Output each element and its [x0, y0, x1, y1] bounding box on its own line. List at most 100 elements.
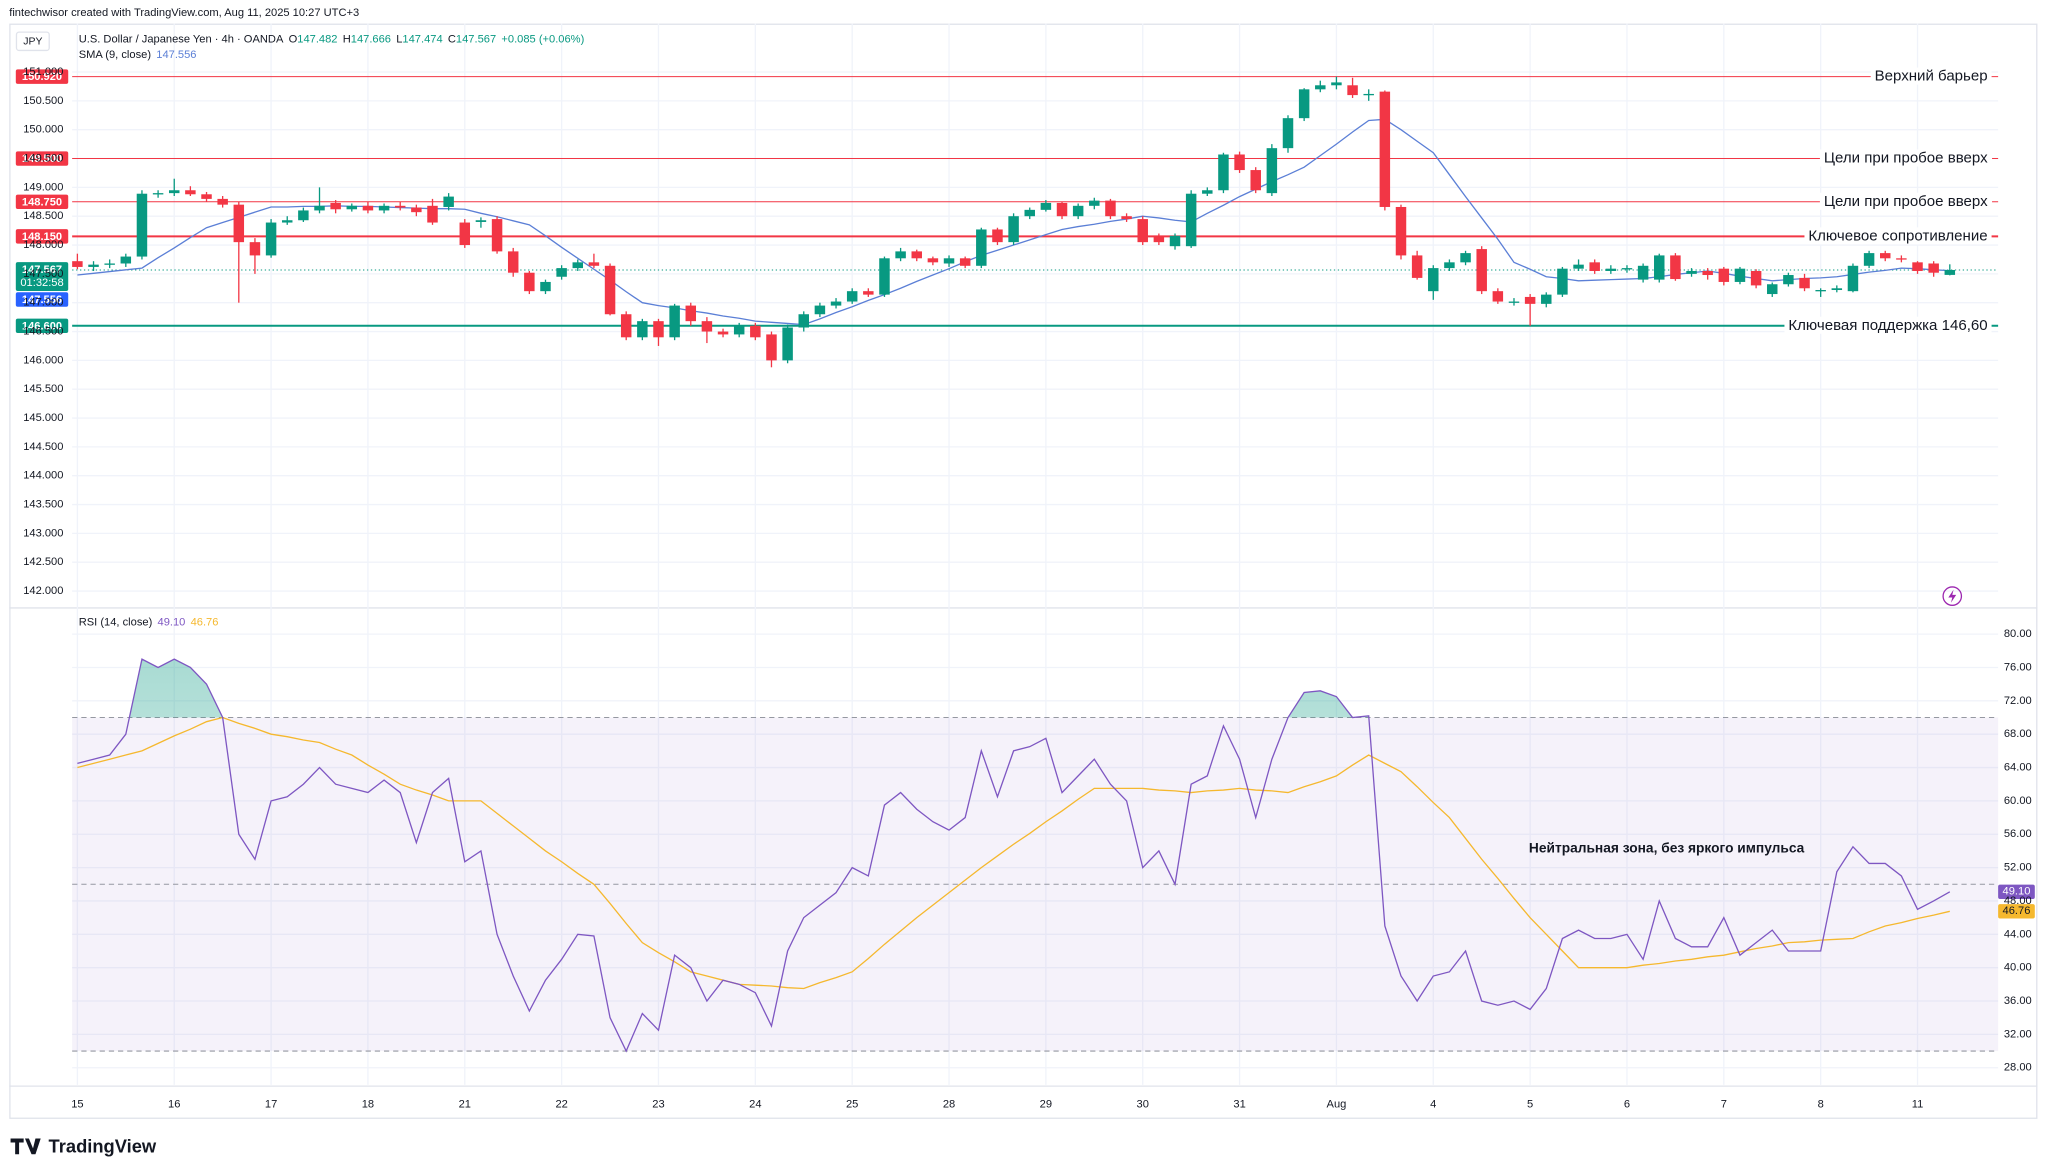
candle-body	[733, 325, 745, 335]
rsi-ma-badge-label: 46.76	[2003, 905, 2031, 917]
x-tick-label: 24	[749, 1098, 761, 1110]
candle-body	[233, 204, 245, 243]
candle-body	[104, 263, 115, 265]
candle-body	[943, 258, 955, 264]
x-tick-label: 31	[1233, 1098, 1245, 1110]
x-tick-label: 5	[1527, 1098, 1533, 1110]
candle-body	[588, 262, 600, 266]
candle-body	[1024, 209, 1035, 217]
y-tick-label: 150.000	[23, 124, 63, 136]
candle-body	[976, 229, 987, 266]
level-label: Ключевая поддержка 146,60	[1788, 317, 1987, 334]
ohlc-label: C	[448, 33, 456, 45]
y-tick-label: 148.500	[23, 210, 63, 222]
alert-icon-bolt[interactable]	[1948, 589, 1957, 603]
level-badge	[15, 194, 69, 209]
candle-body	[1008, 216, 1019, 243]
y-tick-label: 144.000	[23, 470, 63, 482]
candle-body	[1589, 262, 1600, 271]
candle-body	[1734, 268, 1746, 282]
candle-body	[717, 331, 729, 335]
change: +0.085 (+0.06%)	[501, 33, 584, 45]
level-badge-label: 146.600	[22, 320, 62, 332]
candle-body	[750, 325, 761, 338]
overlays: Верхний барьер 150.920 Цели при пробое вве…	[15, 67, 2035, 919]
candle-body	[72, 261, 83, 267]
series	[72, 76, 1999, 1053]
countdown: 01:32:58	[20, 277, 63, 289]
sma-value: 147.556	[156, 49, 196, 61]
y-tick-label: 145.000	[23, 412, 63, 424]
y-tick-label: 149.000	[23, 181, 63, 193]
candle-body	[846, 291, 858, 302]
ohlc-value: 147.482	[297, 33, 337, 45]
level-badge-label: 148.750	[22, 196, 62, 208]
candle-body	[1218, 154, 1229, 191]
candle-body	[1315, 85, 1326, 90]
y-tick-label: 148.000	[23, 239, 63, 251]
candle-body	[1928, 263, 1939, 273]
ohlc-label: O	[289, 33, 298, 45]
x-tick-label: 30	[1137, 1098, 1149, 1110]
level-label: Цели при пробое вверх	[1824, 193, 1988, 210]
level-label-bg	[1784, 316, 1992, 334]
symbol-box[interactable]	[15, 31, 50, 52]
rsi-tick-label: 32.00	[2004, 1028, 2032, 1040]
level-badge-label: 149.500	[22, 153, 62, 165]
candle-body	[766, 334, 777, 361]
y-tick-label: 149.500	[23, 152, 63, 164]
candle-body	[1395, 206, 1407, 256]
candle-body	[1137, 219, 1148, 243]
level-label-bg	[1819, 149, 1993, 167]
candle-body	[1121, 216, 1132, 220]
candle-body	[604, 265, 616, 315]
candle-body	[556, 268, 567, 277]
candle-body	[1282, 118, 1294, 149]
candle-body	[1476, 249, 1487, 292]
rsi-name: RSI (14, close)	[79, 616, 153, 628]
candle-body	[895, 251, 906, 259]
level-label-bg	[1819, 192, 1993, 210]
x-tick-label: 8	[1818, 1098, 1824, 1110]
rsi-ma-line	[77, 716, 1950, 990]
candle-body	[314, 205, 325, 211]
candle-body	[1896, 258, 1907, 260]
candle-body	[992, 229, 1003, 243]
annotation: Нейтральная зона, без яркого импульса	[1529, 841, 1805, 856]
candle-body	[475, 220, 487, 222]
candle-body	[814, 305, 826, 315]
candle-body	[830, 301, 842, 306]
candle-body	[378, 205, 390, 211]
candle-body	[637, 321, 648, 338]
alert-icon[interactable]	[1942, 586, 1963, 606]
candle-body	[1541, 294, 1552, 304]
rsi-tick-label: 36.00	[2004, 995, 2032, 1007]
candle-body	[411, 207, 422, 213]
symbol[interactable]: JPY	[23, 37, 42, 48]
candle-body	[572, 262, 584, 269]
candle-body	[1702, 270, 1713, 276]
legend-title: U.S. Dollar / Japanese Yen · 4h · OANDA	[79, 33, 284, 45]
rsi-value: 49.10	[158, 616, 186, 628]
candle-body	[1202, 190, 1213, 194]
level-label: Ключевое сопротивление	[1808, 227, 1987, 244]
candle-body	[1185, 193, 1197, 247]
candle-body	[120, 256, 132, 264]
candle-body	[507, 251, 519, 273]
sma-name: SMA (9, close)	[79, 49, 152, 61]
candle-body	[1460, 253, 1471, 263]
x-tick-label: 7	[1721, 1098, 1727, 1110]
candle-body	[281, 220, 293, 223]
candle-body	[1040, 202, 1052, 210]
level-badge	[15, 69, 69, 84]
candle-body	[1105, 200, 1116, 217]
candle-body	[1637, 265, 1649, 280]
candle-body	[653, 321, 664, 338]
candle-body	[540, 281, 551, 292]
y-tick-label: 146.000	[23, 354, 63, 366]
candle-body	[1234, 154, 1245, 171]
level-label: Цели при пробое вверх	[1824, 150, 1988, 167]
candle-body	[782, 327, 793, 361]
candle-body	[1524, 296, 1536, 304]
